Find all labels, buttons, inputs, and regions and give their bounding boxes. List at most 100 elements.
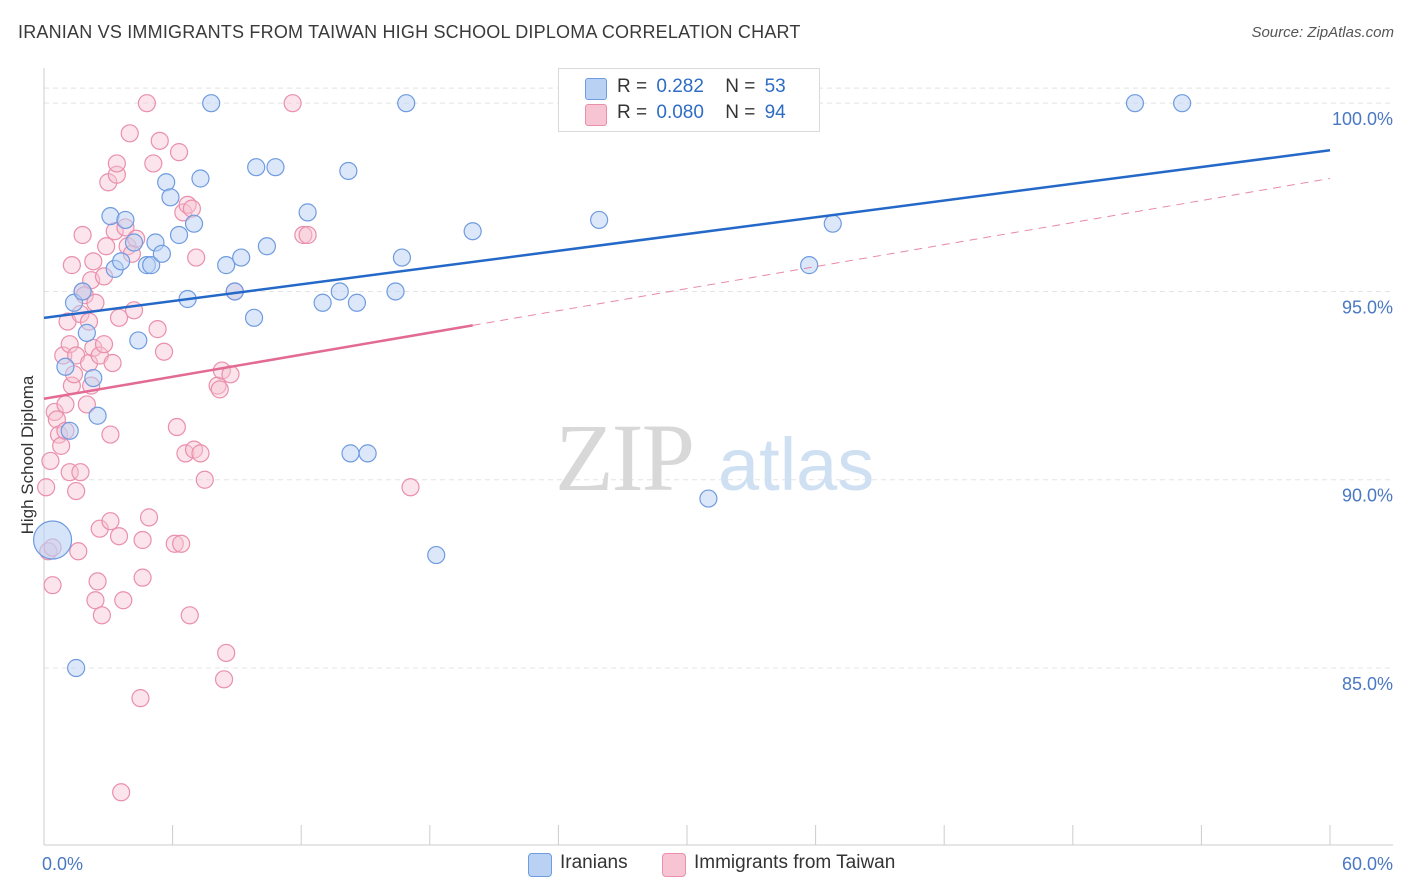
taiwan-point: [71, 463, 90, 482]
taiwan-point: [180, 606, 199, 625]
taiwan-point: [144, 154, 163, 173]
taiwan-point: [101, 512, 120, 531]
taiwan-point: [97, 237, 116, 256]
bottom-legend-swatch-blue: [528, 853, 552, 877]
taiwan-point: [41, 451, 60, 471]
taiwan-point: [109, 308, 129, 327]
taiwan-point: [283, 94, 302, 113]
iranian-point: [124, 233, 144, 252]
iranian-point: [298, 203, 317, 222]
iranian-point: [347, 293, 367, 312]
trend-lines: [43, 149, 1331, 401]
taiwan-point: [114, 591, 133, 610]
legend-n-value: 53: [764, 76, 786, 97]
taiwan-point: [195, 470, 214, 489]
iranian-point: [823, 214, 842, 233]
source-label: Source: ZipAtlas.com: [1251, 24, 1394, 41]
legend-text-iranians: R = 0.282 N = 53: [617, 76, 786, 98]
iranian-point: [112, 252, 131, 271]
taiwan-point: [109, 527, 129, 546]
iranian-point: [257, 237, 277, 256]
iranian-point: [184, 214, 204, 233]
taiwan-point: [77, 395, 96, 414]
legend-n-label: N =: [725, 76, 756, 97]
iranian-point: [152, 244, 171, 263]
iranian-point: [157, 173, 176, 192]
legend-r-value: 0.080: [656, 102, 704, 123]
iranian-point: [32, 520, 73, 560]
taiwan-point: [150, 131, 169, 150]
iranian-point: [142, 256, 161, 275]
iranian-point: [67, 658, 86, 678]
taiwan-point: [172, 534, 191, 553]
x-tick-label: 0.0%: [42, 854, 83, 874]
y-tick-label: 85.0%: [1342, 674, 1393, 694]
taiwan-point: [103, 353, 122, 373]
y-tick-label: 95.0%: [1342, 297, 1393, 317]
iranian-point: [339, 161, 358, 181]
iranian-point: [1173, 94, 1192, 113]
iranian-point: [341, 444, 360, 463]
taiwan-point: [176, 444, 195, 463]
taiwan-point: [60, 335, 79, 354]
legend-n-value: 94: [764, 102, 786, 123]
axes: [43, 68, 1393, 846]
watermark-zip: ZIP: [555, 404, 693, 511]
iranian-trend-line: [43, 149, 1331, 320]
taiwan-trend-line: [43, 324, 473, 401]
taiwan-point: [210, 380, 229, 399]
iranian-point: [392, 248, 412, 267]
legend-swatch-pink: [585, 104, 607, 126]
taiwan-point: [45, 402, 64, 422]
bottom-legend-label-taiwan: Immigrants from Taiwan: [694, 852, 896, 873]
iranian-point: [56, 357, 75, 376]
y-axis-label: High School Diploma: [18, 375, 37, 534]
taiwan-point: [165, 534, 184, 553]
taiwan-point: [214, 670, 234, 689]
taiwan-point: [52, 436, 71, 455]
taiwan-point: [94, 335, 114, 354]
iranian-point: [397, 94, 416, 113]
iranian-point: [101, 207, 120, 226]
iranian-point: [202, 94, 221, 113]
iranian-point: [73, 282, 92, 301]
iranian-point: [169, 225, 189, 245]
taiwan-point: [133, 530, 152, 550]
taiwan-point: [88, 572, 107, 591]
legend-swatch-blue: [585, 78, 607, 100]
taiwan-point: [92, 606, 111, 625]
y-tick-label: 100.0%: [1332, 109, 1393, 129]
chart-title: IRANIAN VS IMMIGRANTS FROM TAIWAN HIGH S…: [18, 22, 801, 42]
taiwan-point: [154, 342, 174, 361]
watermark: ZIP atlas: [555, 404, 874, 511]
iranian-point: [244, 308, 264, 327]
taiwan-point: [101, 425, 120, 444]
watermark-atlas: atlas: [718, 423, 874, 506]
legend-r-label: R =: [617, 76, 648, 97]
taiwan-point: [148, 320, 167, 339]
iranian-point: [232, 248, 251, 267]
iranian-point: [313, 293, 332, 312]
iranian-point: [1125, 94, 1145, 113]
iranian-point: [427, 545, 446, 565]
iranian-point: [386, 282, 405, 301]
iranian-point: [116, 210, 135, 230]
taiwan-point: [217, 643, 236, 663]
taiwan-point: [67, 481, 86, 501]
y-tick-labels: 85.0% 90.0% 95.0% 100.0%: [1332, 109, 1393, 694]
taiwan-trend-extension: [472, 178, 1331, 326]
taiwan-point: [56, 395, 75, 414]
legend-r-value: 0.282: [656, 76, 704, 97]
taiwan-point: [69, 542, 88, 561]
iranian-point: [266, 158, 285, 177]
iranian-points: [32, 94, 1192, 678]
legend: R = 0.282 N = 53 R = 0.080 N = 94: [558, 68, 820, 132]
iranian-point: [800, 256, 819, 275]
taiwan-point: [131, 689, 150, 708]
iranian-point: [77, 323, 96, 342]
taiwan-point: [182, 199, 201, 218]
taiwan-point: [169, 143, 189, 162]
taiwan-point: [191, 444, 210, 463]
taiwan-point: [37, 478, 56, 497]
iranian-point: [191, 169, 210, 188]
